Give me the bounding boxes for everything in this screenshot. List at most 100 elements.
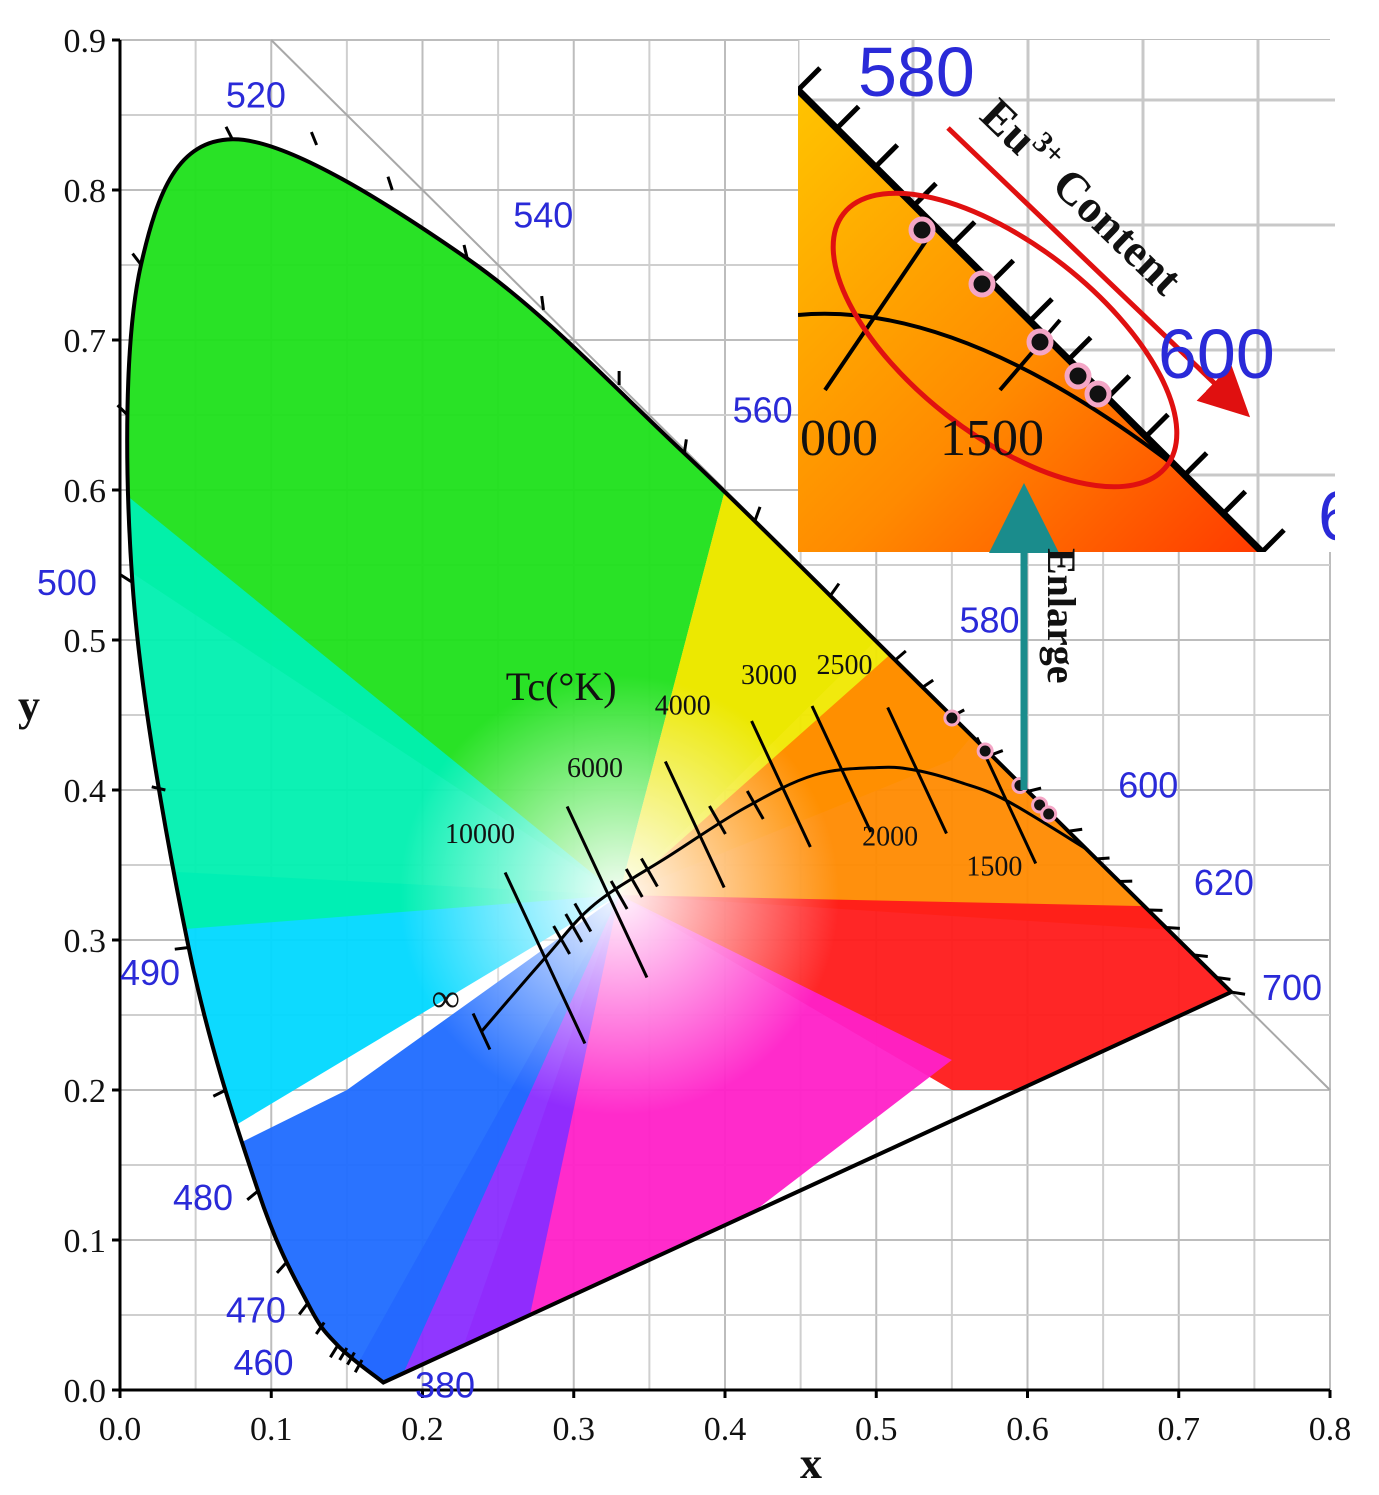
- wavelength-label: 540: [513, 195, 573, 236]
- isotherm-label: 3000: [741, 660, 797, 691]
- inset-arrow: [946, 126, 1251, 418]
- wavelength-label: 700: [1262, 967, 1322, 1008]
- isotherm-label: 10000: [445, 819, 515, 850]
- planckian-tick: [640, 857, 659, 888]
- isotherm-line: [503, 871, 587, 1045]
- y-tick-label: 0.4: [64, 773, 107, 810]
- wavelength-label: 490: [120, 952, 180, 993]
- inset-locus-tick: [834, 104, 861, 131]
- locus-tick: [1230, 990, 1246, 996]
- locus-tick: [462, 244, 469, 259]
- x-tick-label: 0.0: [99, 1411, 142, 1448]
- isotherm-line: [663, 760, 726, 889]
- isotherm-line: [471, 1012, 492, 1051]
- wavelength-label: 500: [37, 562, 97, 603]
- isotherm-line: [565, 805, 649, 979]
- locus-tick: [224, 126, 234, 140]
- y-tick-label: 0.3: [64, 923, 107, 960]
- planckian-tick: [573, 902, 593, 933]
- x-tick-label: 0.6: [1006, 1411, 1049, 1448]
- wavelength-label: 460: [233, 1342, 293, 1383]
- sample-point: [943, 709, 961, 727]
- axes: 0.0 0.1 0.2 0.3 0.4 0.5 0.6 0.7 0.8 0.0 0.1 0.2 0.3 0…: [64, 23, 1352, 1448]
- locus-tick: [829, 582, 841, 596]
- locus-tick: [1165, 926, 1180, 930]
- planckian-tick: [564, 913, 584, 943]
- x-tick-label: 0.3: [553, 1411, 596, 1448]
- inset-wl-label: 580: [858, 33, 975, 111]
- inset-locus-tick: [1066, 335, 1093, 362]
- enlarge-annotation: Enlarge: [989, 483, 1084, 790]
- wavelength-label: 470: [226, 1290, 286, 1331]
- locus-tick: [309, 131, 319, 146]
- inset-locus-tick: [1221, 489, 1248, 516]
- spectral-locus: [116, 126, 1246, 1385]
- isotherm-label: 1500: [966, 852, 1022, 883]
- isotherm-label: 6000: [567, 753, 623, 784]
- y-tick-label: 0.9: [64, 23, 107, 60]
- inset-sample-point: [908, 216, 936, 244]
- inset-cct-label: 1500: [940, 410, 1044, 467]
- planckian-tick: [552, 925, 571, 955]
- locus-tick: [540, 295, 545, 311]
- locus-tick: [329, 1344, 340, 1359]
- y-axis-title: y: [18, 681, 40, 730]
- inset-locus-tick: [950, 220, 977, 246]
- inset-sample-point: [968, 270, 996, 298]
- x-axis-title: x: [800, 1439, 822, 1488]
- locus-tick: [275, 1261, 288, 1274]
- planckian-tick: [624, 868, 644, 898]
- inset-locus-tick: [1182, 451, 1209, 477]
- locus-tick: [1027, 786, 1042, 793]
- locus-outline: [125, 137, 1235, 1385]
- locus-tick: [753, 506, 762, 521]
- inset-sample-point: [1026, 328, 1054, 356]
- y-tick-label: 0.8: [64, 173, 107, 210]
- planckian-curve: [480, 765, 1089, 1033]
- inset-cct-label: 000: [800, 410, 878, 467]
- x-tick-label: 0.2: [401, 1411, 444, 1448]
- locus-tick: [386, 176, 394, 191]
- wavelength-label: 380: [415, 1365, 475, 1406]
- planckian-tick: [745, 790, 765, 820]
- wavelength-label: 520: [226, 75, 286, 116]
- inset-locus-tick: [873, 143, 900, 169]
- y-tick-label: 0.2: [64, 1073, 107, 1110]
- inset-planckian-curve: [798, 311, 1182, 472]
- locus-tick: [151, 785, 166, 792]
- x-tick-label: 0.5: [855, 1411, 898, 1448]
- x-tick-label: 0.4: [704, 1411, 747, 1448]
- inset-sample-point: [1084, 380, 1112, 408]
- enlarge-label: Enlarge: [1039, 548, 1084, 684]
- isotherm-line: [886, 706, 948, 835]
- locus-tick: [346, 1351, 356, 1366]
- sample-point: [976, 742, 994, 760]
- inset-isotherm: [998, 318, 1062, 392]
- wavelength-label: 580: [959, 600, 1019, 641]
- inset-locus-tick: [798, 66, 822, 92]
- tc-title: Tc(°K): [506, 664, 617, 709]
- locus-tick: [1216, 976, 1231, 981]
- locus-tick: [315, 1321, 326, 1335]
- locus-tick: [1068, 827, 1083, 833]
- locus-tick: [131, 252, 143, 266]
- inset-wl-label: 600: [1158, 315, 1275, 393]
- y-tick-label: 0.0: [64, 1373, 107, 1410]
- isotherm-label: 2000: [862, 822, 918, 853]
- inset-ellipse: [830, 190, 1180, 490]
- y-tick-label: 0.7: [64, 323, 107, 360]
- y-tick-label: 0.6: [64, 473, 107, 510]
- locus-tick: [1095, 856, 1110, 861]
- locus-tick: [894, 649, 907, 662]
- locus-tick: [246, 1189, 260, 1201]
- locus-tick: [298, 1302, 309, 1316]
- wavelength-labels: 520 540 560 580 600 620 700 500 490 480 470 460 380: [37, 75, 1322, 1406]
- inset-wl-label: 6: [1318, 477, 1357, 555]
- inset-isotherm: [823, 233, 932, 392]
- isotherm-line: [750, 720, 812, 848]
- isotherm-label: 2500: [816, 650, 872, 681]
- wavelength-label: 480: [173, 1177, 233, 1218]
- locus-tick: [682, 439, 688, 454]
